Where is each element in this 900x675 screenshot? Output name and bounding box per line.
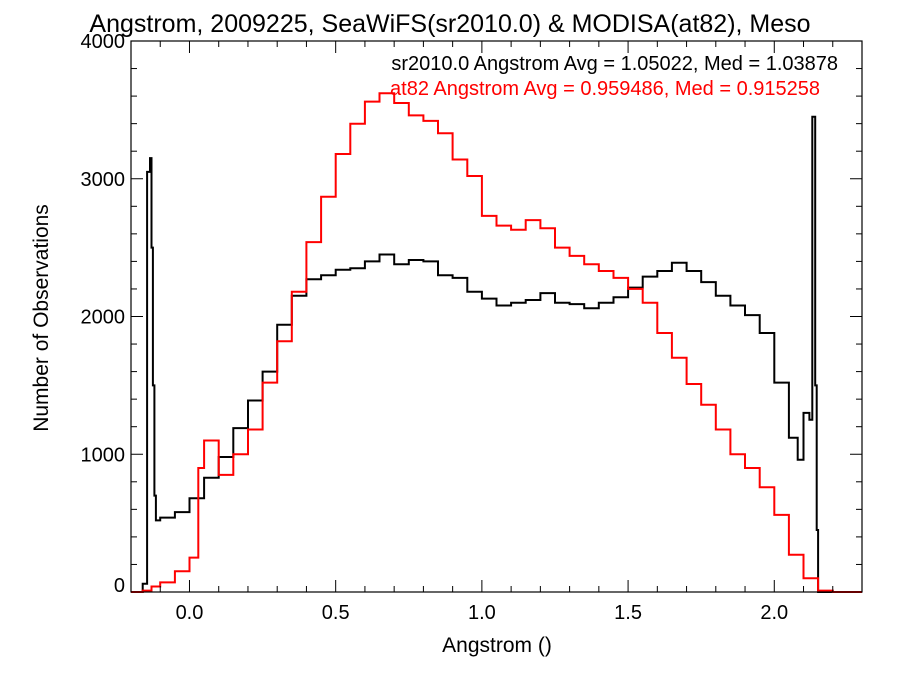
chart-title: Angstrom, 2009225, SeaWiFS(sr2010.0) & M… (89, 10, 810, 38)
x-tick-label: 1.5 (614, 602, 642, 624)
y-tick-label: 2000 (81, 307, 126, 329)
x-tick-label: 1.0 (468, 602, 496, 624)
y-tick-label: 0 (114, 575, 125, 597)
y-axis-label: Number of Observations (30, 204, 53, 432)
annotation-sr2010: sr2010.0 Angstrom Avg = 1.05022, Med = 1… (391, 53, 838, 75)
series-line-1 (131, 92, 862, 593)
x-tick-label: 2.0 (760, 602, 788, 624)
axes-layer: 0.0 0.5 1.0 1.5 2.0 0 1000 2000 3000 4000 (81, 31, 863, 624)
annotation-at82: at82 Angstrom Avg = 0.959486, Med = 0.91… (390, 78, 820, 100)
x-axis-label: Angstrom () (442, 634, 552, 657)
series-line-0 (131, 115, 862, 593)
x-tick-label: 0.5 (322, 602, 350, 624)
series-layer (131, 92, 862, 593)
y-tick-label: 4000 (81, 31, 126, 53)
y-tick-label: 3000 (81, 169, 126, 191)
y-tick-label: 1000 (81, 444, 126, 466)
x-tick-label: 0.0 (176, 602, 204, 624)
